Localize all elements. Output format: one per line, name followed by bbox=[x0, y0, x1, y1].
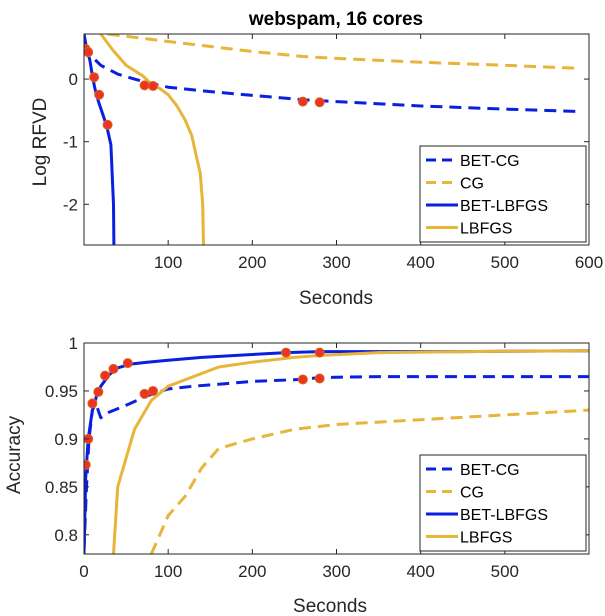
data-point-marker bbox=[297, 96, 308, 107]
x-tick-label: 600 bbox=[575, 253, 603, 272]
y-tick-label: 0.85 bbox=[45, 478, 78, 497]
legend-label: CG bbox=[460, 176, 484, 193]
data-point-marker bbox=[94, 89, 105, 100]
x-tick-label: 500 bbox=[491, 253, 519, 272]
legend: BET-CG CG BET-LBFGS LBFGS bbox=[419, 145, 587, 243]
x-tick-label: 300 bbox=[322, 562, 350, 581]
x-axis-label: Seconds bbox=[299, 288, 373, 309]
x-tick-label: 100 bbox=[154, 562, 182, 581]
y-tick-label: 1 bbox=[69, 334, 78, 353]
legend-label: BET-LBFGS bbox=[460, 198, 548, 215]
x-tick-label: 300 bbox=[322, 253, 350, 272]
x-axis-label: Seconds bbox=[293, 596, 367, 616]
data-point-marker bbox=[87, 398, 98, 409]
x-tick-label: 200 bbox=[238, 253, 266, 272]
data-point-marker bbox=[297, 374, 308, 385]
x-tick-label: 200 bbox=[238, 562, 266, 581]
x-tick-label: 400 bbox=[406, 562, 434, 581]
chart-title: webspam, 16 cores bbox=[248, 9, 423, 30]
y-tick-label: 0 bbox=[69, 70, 78, 89]
data-point-marker bbox=[314, 347, 325, 358]
data-point-marker bbox=[314, 97, 325, 108]
y-tick-label: -2 bbox=[63, 195, 78, 214]
series-line-cg bbox=[149, 408, 589, 554]
y-tick-label: 0.9 bbox=[54, 430, 78, 449]
data-point-marker bbox=[281, 347, 291, 358]
x-tick-label: 400 bbox=[406, 253, 434, 272]
legend-label: LBFGS bbox=[460, 530, 512, 547]
bottom-chart: Accuracy Seconds 0 100 200 300 400 500 1 0.95 0.… bbox=[4, 334, 590, 616]
top-chart: webspam, 16 cores Log RFVD Seconds 100 20… bbox=[30, 9, 603, 309]
legend-label: CG bbox=[460, 485, 484, 502]
y-tick-label: 0.8 bbox=[54, 526, 78, 545]
series-line-bet-cg bbox=[84, 43, 581, 114]
y-axis-label: Log RFVD bbox=[30, 98, 51, 187]
plot-area: 0 100 200 300 400 50010.950.90.850.8BET-CGCGB… bbox=[45, 334, 590, 581]
y-tick-label: -1 bbox=[63, 133, 78, 152]
data-point-marker bbox=[89, 72, 100, 83]
plot-area: 100 200 300 400 500 600 0 -1 -2 BET-CG CG BET-LBFGS… bbox=[63, 33, 603, 272]
data-point-marker bbox=[100, 370, 111, 381]
data-point-marker bbox=[122, 358, 133, 369]
series-line-lbfgs bbox=[112, 349, 589, 554]
series-line-lbfgs bbox=[99, 34, 205, 245]
x-tick-label: 0 bbox=[79, 562, 88, 581]
series-line-bet-lbfgs bbox=[84, 349, 589, 554]
series-line-cg bbox=[107, 34, 581, 70]
legend-label: BET-CG bbox=[460, 462, 520, 479]
data-point-marker bbox=[148, 80, 159, 91]
legend-label: LBFGS bbox=[460, 221, 512, 238]
y-axis-label: Accuracy bbox=[4, 415, 25, 494]
series-group bbox=[84, 347, 589, 554]
y-tick-label: 0.95 bbox=[45, 382, 78, 401]
data-point-marker bbox=[93, 386, 104, 397]
data-point-marker bbox=[108, 363, 119, 374]
data-point-marker bbox=[139, 80, 150, 91]
data-point-marker bbox=[84, 47, 94, 58]
x-tick-label: 500 bbox=[491, 562, 519, 581]
x-tick-label: 100 bbox=[154, 253, 182, 272]
legend-label: BET-CG bbox=[460, 153, 520, 170]
data-point-marker bbox=[102, 119, 113, 130]
data-point-marker bbox=[139, 388, 150, 399]
legend-label: BET-LBFGS bbox=[460, 507, 548, 524]
legend: BET-CG CG BET-LBFGS LBFGS bbox=[419, 454, 587, 552]
data-point-marker bbox=[84, 459, 91, 470]
data-point-marker bbox=[314, 373, 325, 384]
series-group bbox=[84, 34, 581, 245]
data-point-marker bbox=[148, 385, 159, 396]
